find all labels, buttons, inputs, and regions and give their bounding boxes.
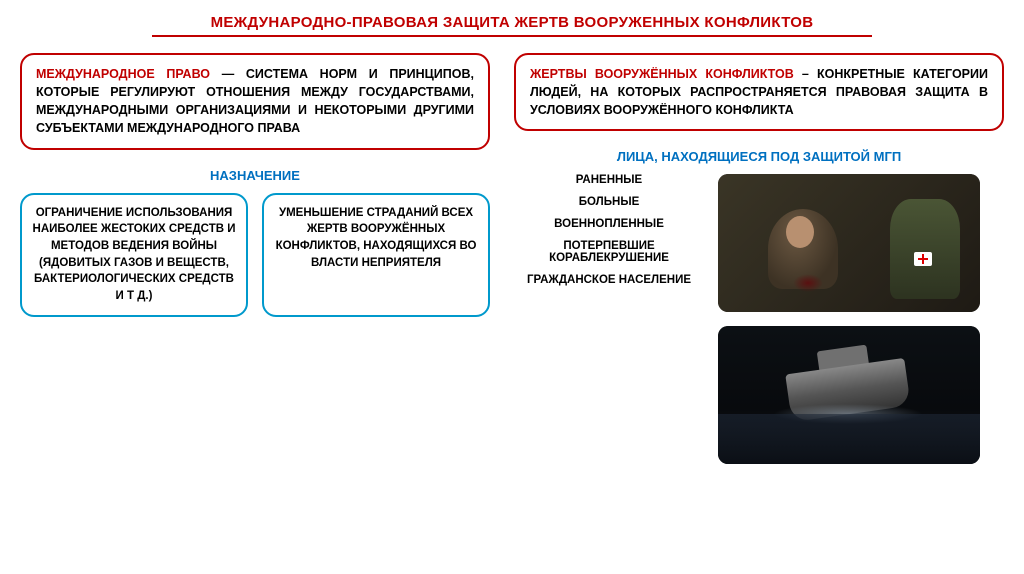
right-bottom-area: РАНЕННЫЕ БОЛЬНЫЕ ВОЕННОПЛЕННЫЕ ПОТЕРПЕВШ… (514, 174, 1004, 464)
protected-label: ЛИЦА, НАХОДЯЩИЕСЯ ПОД ЗАЩИТОЙ МГП (514, 149, 1004, 164)
victims-definition-box: ЖЕРТВЫ ВООРУЖЁННЫХ КОНФЛИКТОВ – КОНКРЕТН… (514, 53, 1004, 131)
main-title: МЕЖДУНАРОДНО-ПРАВОВАЯ ЗАЩИТА ЖЕРТВ ВООРУ… (0, 0, 1024, 31)
protected-item-4: ПОТЕРПЕВШИЕ КОРАБЛЕКРУШЕНИЕ (514, 240, 704, 264)
victims-term: ЖЕРТВЫ ВООРУЖЁННЫХ КОНФЛИКТОВ (530, 67, 794, 81)
protected-item-5: ГРАЖДАНСКОЕ НАСЕЛЕНИЕ (514, 274, 704, 286)
protected-item-3: ВОЕННОПЛЕННЫЕ (514, 218, 704, 230)
protected-item-2: БОЛЬНЫЕ (514, 196, 704, 208)
purpose-boxes: ОГРАНИЧЕНИЕ ИСПОЛЬЗОВАНИЯ НАИБОЛЕЕ ЖЕСТО… (20, 193, 490, 317)
right-column: ЖЕРТВЫ ВООРУЖЁННЫХ КОНФЛИКТОВ – КОНКРЕТН… (514, 53, 1004, 464)
purpose-box-2: УМЕНЬШЕНИЕ СТРАДАНИЙ ВСЕХ ЖЕРТВ ВООРУЖЁН… (262, 193, 490, 317)
purpose-box-1: ОГРАНИЧЕНИЕ ИСПОЛЬЗОВАНИЯ НАИБОЛЕЕ ЖЕСТО… (20, 193, 248, 317)
intl-law-term: МЕЖДУНАРОДНОЕ ПРАВО (36, 67, 210, 81)
image-wounded-aid (718, 174, 980, 312)
images-area (718, 174, 1004, 464)
protected-item-1: РАНЕННЫЕ (514, 174, 704, 186)
image-shipwreck (718, 326, 980, 464)
left-column: МЕЖДУНАРОДНОЕ ПРАВО — СИСТЕМА НОРМ И ПРИ… (20, 53, 490, 464)
content-container: МЕЖДУНАРОДНОЕ ПРАВО — СИСТЕМА НОРМ И ПРИ… (0, 37, 1024, 464)
purpose-label: НАЗНАЧЕНИЕ (20, 168, 490, 183)
intl-law-definition-box: МЕЖДУНАРОДНОЕ ПРАВО — СИСТЕМА НОРМ И ПРИ… (20, 53, 490, 150)
protected-list: РАНЕННЫЕ БОЛЬНЫЕ ВОЕННОПЛЕННЫЕ ПОТЕРПЕВШ… (514, 174, 704, 464)
